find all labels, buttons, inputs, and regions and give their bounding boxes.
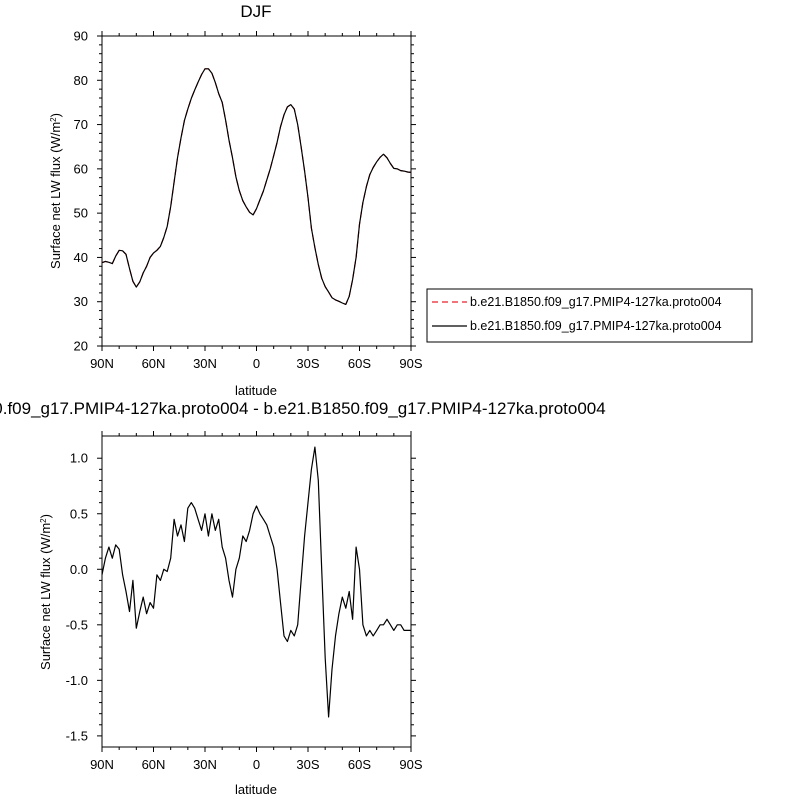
top-y-label-sup: 2: [49, 117, 58, 122]
x-tick-label: 0: [253, 757, 260, 772]
series-line-2: [101, 68, 412, 305]
legend-label-2: b.e21.B1850.f09_g17.PMIP4-127ka.proto004: [470, 319, 722, 333]
x-tick-label: 90S: [399, 757, 422, 772]
top-series-group: [101, 68, 412, 305]
bottom-chart: b.e21.B1850.f09_g17.PMIP4-127ka.proto004…: [0, 399, 606, 797]
y-tick-label: 80: [74, 73, 88, 88]
y-tick-label: -0.5: [66, 617, 88, 632]
legend-label-1: b.e21.B1850.f09_g17.PMIP4-127ka.proto004: [470, 295, 722, 309]
y-tick-label: 0.0: [70, 562, 88, 577]
y-tick-label: 0.5: [70, 506, 88, 521]
y-tick-label: 70: [74, 117, 88, 132]
top-chart-title: DJF: [240, 2, 271, 21]
x-tick-label: 0: [253, 356, 260, 371]
y-tick-label: -1.5: [66, 728, 88, 743]
y-tick-label: 50: [74, 206, 88, 221]
top-x-axis-label: latitude: [235, 383, 277, 398]
x-tick-label: 60N: [142, 356, 166, 371]
top-y-label-close: ): [48, 113, 63, 117]
x-tick-label: 60S: [348, 757, 371, 772]
bottom-plot-frame: [101, 435, 412, 748]
x-tick-label: 30S: [296, 757, 319, 772]
bottom-y-label-sup: 2: [39, 518, 48, 523]
top-x-ticks: 90N 60N 30N 0 30S 60S 90S: [90, 31, 423, 371]
y-tick-label: 40: [74, 250, 88, 265]
bottom-y-ticks: -1.5 -1.0 -0.5 0.0 0.5 1.0: [66, 451, 416, 743]
y-tick-label: 60: [74, 161, 88, 176]
bottom-y-label-main: Surface net LW flux (W/m: [38, 523, 53, 670]
x-tick-label: 60N: [142, 757, 166, 772]
legend: b.e21.B1850.f09_g17.PMIP4-127ka.proto004…: [426, 288, 753, 343]
series-line-1: [101, 446, 411, 718]
top-y-label-main: Surface net LW flux (W/m: [48, 122, 63, 269]
y-tick-label: 90: [74, 29, 88, 44]
top-y-axis-label: Surface net LW flux (W/m2): [48, 113, 63, 269]
x-tick-label: 90N: [90, 356, 114, 371]
legend-box: [426, 288, 753, 343]
top-plot-frame: [101, 35, 412, 347]
top-chart: DJF 90N 60N 30N 0 30S 60S 90S 2030405060708090…: [48, 2, 423, 398]
bottom-y-label-close: ): [38, 514, 53, 518]
bottom-series-group: [101, 446, 411, 718]
bottom-x-ticks: 90N 60N 30N 0 30S 60S 90S: [90, 431, 423, 772]
bottom-y-axis-label: Surface net LW flux (W/m2): [38, 514, 53, 670]
bottom-x-axis-label: latitude: [235, 782, 277, 797]
bottom-chart-title: b.e21.B1850.f09_g17.PMIP4-127ka.proto004…: [0, 399, 606, 418]
series-line-1: [101, 68, 412, 305]
y-tick-label: 20: [74, 339, 88, 354]
y-tick-label: 30: [74, 294, 88, 309]
y-tick-label: -1.0: [66, 673, 88, 688]
y-tick-label: 1.0: [70, 451, 88, 466]
top-y-ticks: 20 30 40 50 60 70 80 90: [74, 29, 416, 354]
x-tick-label: 60S: [348, 356, 371, 371]
x-tick-label: 30N: [193, 356, 217, 371]
x-tick-label: 30S: [296, 356, 319, 371]
x-tick-label: 90S: [399, 356, 422, 371]
x-tick-label: 90N: [90, 757, 114, 772]
x-tick-label: 30N: [193, 757, 217, 772]
